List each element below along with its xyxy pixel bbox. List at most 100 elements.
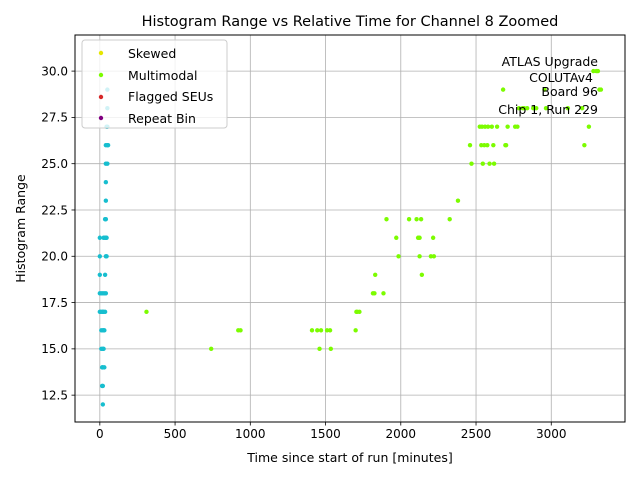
data-point [447, 217, 452, 222]
data-point [104, 235, 109, 240]
data-point [479, 124, 485, 129]
data-point [357, 309, 362, 315]
data-point [505, 124, 510, 129]
data-point [103, 198, 109, 203]
data-point [105, 161, 110, 166]
x-axis-label: Time since start of run [minutes] [246, 450, 452, 465]
x-tick-label: 1500 [310, 427, 341, 441]
data-point [324, 328, 330, 333]
data-point [482, 142, 487, 148]
data-point [97, 272, 103, 277]
annotation: ATLAS Upgrade COLUTAv4 Board 96 Chip 1, … [498, 54, 598, 117]
data-point [309, 328, 315, 333]
data-point [315, 328, 320, 333]
axis-ticks: 0 500 1000 1500 2000 2500 3000 12.5 15.0 17.5 20.0… [41, 64, 566, 441]
y-axis-label: Histogram Range [13, 174, 28, 283]
grid-lines [75, 35, 625, 422]
data-point [430, 235, 436, 240]
data-point [396, 254, 401, 259]
data-point [103, 180, 109, 185]
data-point [327, 328, 333, 333]
annotation-line-1: ATLAS Upgrade [502, 54, 599, 69]
chart-title: Histogram Range vs Relative Time for Cha… [142, 14, 559, 30]
data-point [491, 142, 496, 148]
legend: Skewed Multimodal Flagged SEUs Repeat Bi… [81, 39, 228, 129]
data-point [480, 161, 485, 166]
y-tick-label: 20.0 [41, 250, 68, 264]
data-point [238, 328, 243, 333]
data-point [485, 124, 491, 129]
data-point [384, 217, 389, 222]
x-tick-label: 2500 [461, 427, 492, 441]
data-point [482, 124, 488, 129]
data-point [428, 254, 434, 259]
data-point [102, 309, 108, 315]
annotation-line-4: Chip 1, Run 229 [498, 102, 598, 117]
data-point [406, 217, 412, 222]
legend-label-repeat-bin: Repeat Bin [128, 111, 196, 126]
x-tick-label: 0 [96, 427, 104, 441]
legend-label-multimodal: Multimodal [128, 68, 197, 83]
legend-marker-flagged-seus [98, 94, 104, 100]
data-point [494, 124, 500, 129]
data-point [591, 68, 596, 74]
legend-box [81, 39, 228, 129]
data-point [467, 142, 473, 148]
data-point [543, 105, 549, 111]
x-tick-label: 3000 [536, 427, 567, 441]
y-tick-label: 30.0 [41, 64, 68, 78]
data-point [489, 124, 495, 129]
data-point [328, 346, 334, 352]
y-tick-label: 15.0 [41, 342, 68, 356]
data-point [417, 254, 422, 259]
x-tick-label: 1000 [235, 427, 266, 441]
data-point [500, 87, 506, 92]
data-point [105, 142, 111, 148]
data-point [531, 105, 536, 111]
plot-frame [74, 34, 626, 423]
data-point [104, 254, 109, 259]
data-point [534, 105, 539, 111]
data-point [521, 105, 527, 111]
data-point [515, 124, 520, 129]
y-tick-label: 17.5 [41, 296, 68, 310]
data-point [579, 105, 585, 111]
x-tick-label: 2000 [386, 427, 417, 441]
x-tick-label: 500 [164, 427, 187, 441]
annotation-line-3: Board 96 [541, 84, 598, 99]
data-point [318, 328, 324, 333]
data-point [353, 328, 358, 333]
data-point [373, 272, 378, 277]
legend-marker-repeat-bin [98, 115, 104, 121]
data-point [97, 254, 103, 259]
data-point [565, 105, 571, 111]
data-point [595, 68, 601, 74]
data-point [431, 254, 437, 259]
data-point [487, 161, 492, 166]
data-point [100, 383, 106, 389]
data-point [479, 142, 484, 148]
y-tick-label: 25.0 [41, 157, 68, 171]
y-tick-label: 27.5 [41, 111, 68, 125]
data-point [586, 124, 592, 129]
data-point [485, 142, 490, 148]
data-point [516, 105, 522, 111]
data-point [455, 198, 461, 203]
data-point [582, 142, 587, 148]
data-point [491, 161, 497, 166]
data-point [101, 346, 106, 352]
data-point [394, 235, 399, 240]
data-point [317, 346, 322, 352]
data-point [418, 217, 424, 222]
y-tick-label: 22.5 [41, 203, 68, 217]
data-points [97, 68, 604, 407]
data-point [414, 217, 419, 222]
data-point [144, 309, 149, 315]
data-point [419, 272, 425, 277]
data-point [103, 217, 109, 222]
legend-marker-multimodal [98, 72, 104, 78]
data-point [102, 365, 107, 370]
data-point [524, 105, 530, 111]
data-point [469, 161, 474, 166]
